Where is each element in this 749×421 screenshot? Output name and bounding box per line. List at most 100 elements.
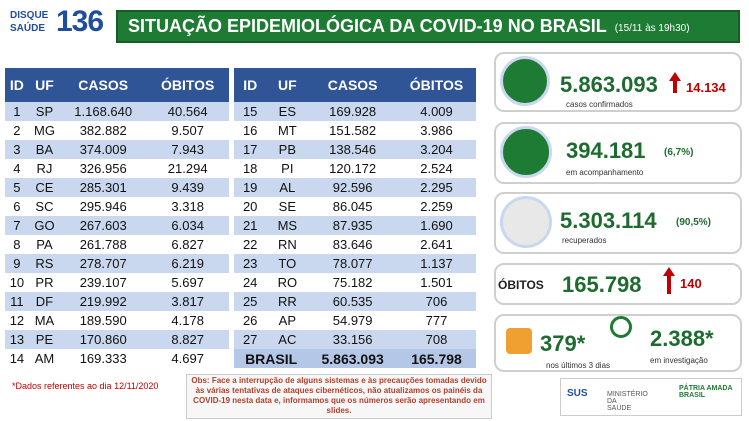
total-row: BRASIL 5.863.093 165.798	[234, 349, 476, 368]
stat-label: em investigação	[650, 356, 708, 365]
cell: 8.827	[146, 330, 229, 349]
cell: 7	[5, 216, 29, 235]
cell: ES	[266, 102, 309, 121]
column-header: ID	[5, 68, 29, 102]
cell: 2.641	[397, 235, 476, 254]
cell: 11	[5, 292, 29, 311]
cell: SE	[266, 197, 309, 216]
icon	[610, 316, 632, 338]
row: 27 AC 33.156 708	[234, 330, 476, 349]
cell: 4.697	[146, 349, 229, 368]
note: Obs: Face a interrupção de alguns sistem…	[186, 374, 492, 419]
cell: CE	[28, 178, 61, 197]
row: 15 ES 169.928 4.009	[234, 102, 476, 121]
logo-text: MINISTÉRIO DA SAÚDE	[607, 391, 648, 412]
cell: 3.817	[146, 292, 229, 311]
cell: 92.596	[308, 178, 398, 197]
cell: MG	[28, 121, 61, 140]
footnote: *Dados referentes ao dia 12/11/2020	[12, 381, 159, 391]
cell: 374.009	[60, 140, 147, 159]
cell: 14	[5, 349, 29, 368]
row: 8 PA 261.788 6.827	[5, 235, 229, 254]
cell: AC	[266, 330, 309, 349]
logo-text: SUS	[567, 388, 588, 399]
cell: 6.827	[146, 235, 229, 254]
cell: 40.564	[146, 102, 229, 121]
cell: 6.034	[146, 216, 229, 235]
stat-value: 379*	[540, 331, 586, 356]
cell: 5.697	[146, 273, 229, 292]
cell: RS	[28, 254, 61, 273]
logos: SUS MINISTÉRIO DA SAÚDE PÁTRIA AMADA BRA…	[560, 378, 742, 416]
row: 10 PR 239.107 5.697	[5, 273, 229, 292]
cell: 3	[5, 140, 29, 159]
cell: 26	[234, 311, 267, 330]
row: 20 SE 86.045 2.259	[234, 197, 476, 216]
card	[494, 192, 742, 254]
row: 14 AM 169.333 4.697	[5, 349, 229, 368]
cell: 326.956	[60, 159, 147, 178]
cell: 16	[234, 121, 267, 140]
icon	[500, 196, 552, 248]
cell: 24	[234, 273, 267, 292]
cell: 5	[5, 178, 29, 197]
row: 26 AP 54.979 777	[234, 311, 476, 330]
cell: 6	[5, 197, 29, 216]
cell: 9.507	[146, 121, 229, 140]
cell: SP	[28, 102, 61, 121]
cell: PB	[266, 140, 309, 159]
cell: 708	[397, 330, 476, 349]
cell: 4.178	[146, 311, 229, 330]
cell: 5.863.093	[308, 349, 398, 368]
cell: 1.690	[397, 216, 476, 235]
cell: MA	[28, 311, 61, 330]
stat-value: 394.181	[566, 138, 646, 163]
cell: 86.045	[308, 197, 398, 216]
stat-value: 5.303.114	[560, 208, 657, 233]
cell: 19	[234, 178, 267, 197]
cell: TO	[266, 254, 309, 273]
row: 3 BA 374.009 7.943	[5, 140, 229, 159]
cell: 21.294	[146, 159, 229, 178]
column-header: CASOS	[308, 68, 398, 102]
row: 18 PI 120.172 2.524	[234, 159, 476, 178]
cell: 54.979	[308, 311, 398, 330]
stat-percent: (6,7%)	[664, 147, 694, 158]
cell: 20	[234, 197, 267, 216]
cell: 382.882	[60, 121, 147, 140]
arrow	[673, 81, 677, 93]
stat-title: ÓBITOS	[498, 278, 544, 292]
row: 22 RN 83.646 2.641	[234, 235, 476, 254]
row: 24 RO 75.182 1.501	[234, 273, 476, 292]
logo-text: SAÚDE	[10, 23, 46, 34]
arrow	[667, 276, 671, 294]
title-banner: SITUAÇÃO EPIDEMIOLÓGICA DA COVID-19 NO B…	[116, 10, 740, 43]
table-right: ID UF CASOS ÓBITOS 15 ES 169.928 4.009 16 MT 151.5…	[234, 68, 476, 368]
cell: 13	[5, 330, 29, 349]
stat-value: 5.863.093	[560, 72, 658, 97]
row: 11 DF 219.992 3.817	[5, 292, 229, 311]
cell: RJ	[28, 159, 61, 178]
cell: AP	[266, 311, 309, 330]
cell: 1.501	[397, 273, 476, 292]
arrow	[663, 267, 675, 276]
cell: PE	[28, 330, 61, 349]
cell: 87.935	[308, 216, 398, 235]
cell: 27	[234, 330, 267, 349]
cell: 33.156	[308, 330, 398, 349]
arrow	[669, 72, 681, 81]
table-left: ID UF CASOS ÓBITOS 1 SP 1.168.640 40.564 2 MG 382.…	[5, 68, 229, 368]
cell: 2.295	[397, 178, 476, 197]
cell: 219.992	[60, 292, 147, 311]
cell: 78.077	[308, 254, 398, 273]
cell: 7.943	[146, 140, 229, 159]
cell: RO	[266, 273, 309, 292]
card	[494, 263, 742, 305]
column-header: ÓBITOS	[146, 68, 229, 102]
row: 25 RR 60.535 706	[234, 292, 476, 311]
column-header: CASOS	[60, 68, 147, 102]
stat-value: 2.388*	[650, 326, 714, 351]
cell: 138.546	[308, 140, 398, 159]
row: 21 MS 87.935 1.690	[234, 216, 476, 235]
